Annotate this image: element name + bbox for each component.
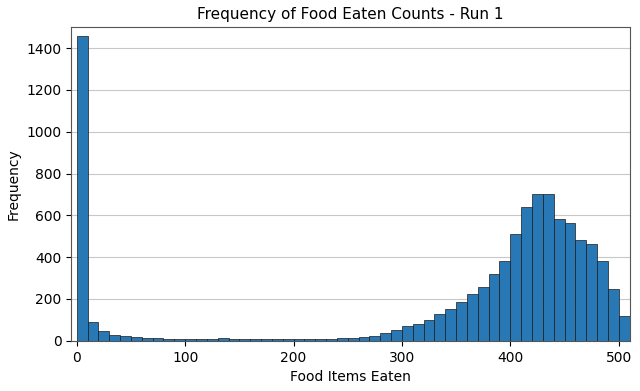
Bar bbox=[250, 339, 261, 341]
Bar bbox=[369, 335, 380, 341]
Bar bbox=[478, 287, 489, 341]
Bar bbox=[88, 322, 99, 341]
Bar bbox=[228, 339, 239, 341]
Bar bbox=[283, 339, 294, 341]
Bar bbox=[99, 332, 109, 341]
Bar bbox=[120, 335, 131, 341]
Bar bbox=[456, 302, 467, 341]
Bar bbox=[510, 234, 521, 341]
Bar bbox=[294, 339, 305, 341]
Bar bbox=[532, 194, 543, 341]
Bar bbox=[435, 314, 445, 341]
Bar bbox=[142, 338, 153, 341]
Bar bbox=[131, 337, 142, 341]
Bar bbox=[261, 339, 272, 341]
Bar bbox=[337, 338, 348, 341]
Bar bbox=[174, 339, 185, 341]
Bar bbox=[185, 339, 196, 341]
Bar bbox=[424, 320, 435, 341]
Bar bbox=[575, 240, 586, 341]
Bar bbox=[316, 339, 326, 341]
Bar bbox=[153, 338, 163, 341]
Bar bbox=[77, 36, 88, 341]
Bar bbox=[554, 219, 564, 341]
Bar bbox=[207, 339, 218, 341]
Bar bbox=[445, 309, 456, 341]
Bar bbox=[109, 335, 120, 341]
Bar bbox=[413, 324, 424, 341]
Bar bbox=[467, 294, 478, 341]
Title: Frequency of Food Eaten Counts - Run 1: Frequency of Food Eaten Counts - Run 1 bbox=[197, 7, 504, 22]
Bar bbox=[163, 339, 174, 341]
Bar bbox=[391, 330, 402, 341]
Bar bbox=[402, 326, 413, 341]
Bar bbox=[305, 339, 316, 341]
Bar bbox=[608, 289, 619, 341]
Bar bbox=[521, 207, 532, 341]
Bar bbox=[597, 261, 608, 341]
Bar bbox=[619, 316, 630, 341]
Bar bbox=[586, 244, 597, 341]
Bar bbox=[326, 339, 337, 341]
Bar bbox=[272, 339, 283, 341]
Bar bbox=[239, 339, 250, 341]
Y-axis label: Frequency: Frequency bbox=[7, 148, 21, 220]
Bar bbox=[348, 338, 358, 341]
Bar bbox=[218, 338, 228, 341]
Bar bbox=[564, 223, 575, 341]
Bar bbox=[358, 337, 369, 341]
Bar bbox=[489, 274, 499, 341]
Bar bbox=[380, 334, 391, 341]
Bar bbox=[543, 194, 554, 341]
Bar bbox=[499, 261, 510, 341]
Bar bbox=[196, 339, 207, 341]
X-axis label: Food Items Eaten: Food Items Eaten bbox=[290, 370, 411, 384]
